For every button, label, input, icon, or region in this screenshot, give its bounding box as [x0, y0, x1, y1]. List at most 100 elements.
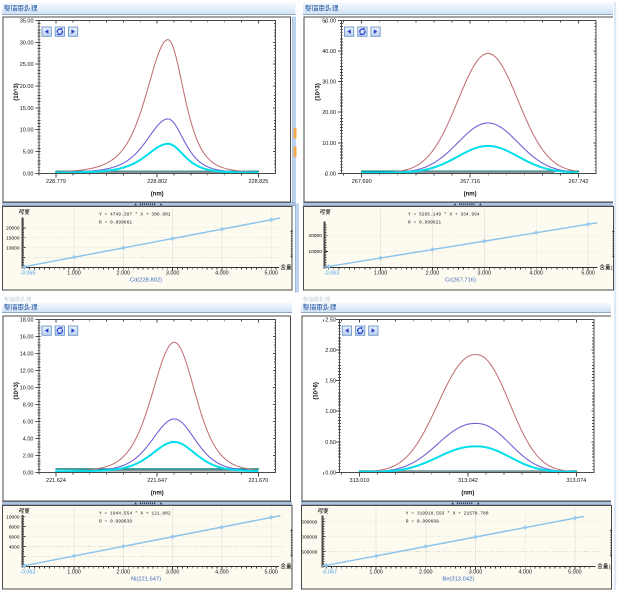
svg-text:4000: 4000: [9, 544, 20, 550]
svg-text:3.000: 3.000: [469, 570, 483, 576]
svg-text:267.716: 267.716: [460, 179, 480, 185]
svg-text:Y = 1944.554 * X + 121.802: Y = 1944.554 * X + 121.802: [99, 510, 171, 516]
svg-text:1.000: 1.000: [374, 271, 388, 277]
svg-text:2.50: 2.50: [325, 318, 336, 324]
svg-text:221.624: 221.624: [46, 478, 66, 484]
svg-text:20.00: 20.00: [20, 84, 34, 90]
svg-text:2.000: 2.000: [117, 271, 131, 277]
svg-text:-0.063: -0.063: [324, 271, 339, 277]
svg-text:Cr(267.716): Cr(267.716): [445, 277, 476, 283]
svg-text:-0.065: -0.065: [20, 271, 35, 277]
svg-text:3.000: 3.000: [478, 271, 492, 277]
svg-text:267.690: 267.690: [352, 179, 372, 185]
svg-text:40.00: 40.00: [322, 49, 336, 55]
svg-text:(nm): (nm): [151, 490, 164, 496]
svg-text:228.779: 228.779: [46, 179, 66, 185]
svg-text:35.00: 35.00: [20, 19, 34, 25]
svg-text:5.000: 5.000: [568, 570, 582, 576]
svg-text:R = 0.999639: R = 0.999639: [99, 518, 132, 524]
svg-text:(p: (p: [611, 266, 616, 272]
svg-text:(nm): (nm): [151, 191, 164, 197]
svg-text:5.00: 5.00: [23, 150, 34, 156]
svg-text:0.00: 0.00: [23, 470, 34, 476]
svg-text:1.000: 1.000: [369, 570, 383, 576]
svg-text:Y = 5295.149 * X + 334.994: Y = 5295.149 * X + 334.994: [408, 211, 480, 217]
svg-text:(10^3): (10^3): [14, 83, 20, 101]
svg-text:1.50: 1.50: [325, 379, 336, 385]
svg-text:10.00: 10.00: [20, 385, 34, 391]
svg-text:1000000: 1000000: [299, 534, 318, 540]
svg-text:4.00: 4.00: [23, 436, 34, 442]
svg-text:2.000: 2.000: [426, 271, 440, 277]
svg-text:(nm): (nm): [464, 191, 477, 197]
svg-text:20000: 20000: [6, 226, 20, 232]
svg-text:10.00: 10.00: [20, 128, 34, 134]
svg-text:(10^3): (10^3): [14, 382, 20, 400]
svg-text:0.00: 0.00: [325, 470, 336, 476]
svg-text:30.00: 30.00: [20, 40, 34, 46]
svg-text:14.00: 14.00: [20, 351, 34, 357]
svg-text:10000: 10000: [6, 245, 20, 251]
svg-text:18.00: 18.00: [20, 318, 34, 324]
svg-text:1500000: 1500000: [299, 520, 318, 526]
svg-text:221.647: 221.647: [147, 478, 167, 484]
svg-text:20000: 20000: [309, 233, 323, 239]
svg-text:25.00: 25.00: [20, 62, 34, 68]
svg-text:1.000: 1.000: [67, 570, 81, 576]
svg-text:0.00: 0.00: [325, 171, 336, 177]
svg-text:8000: 8000: [9, 524, 20, 530]
svg-text:30.00: 30.00: [322, 80, 336, 86]
svg-text:4.000: 4.000: [518, 570, 532, 576]
svg-text:313.074: 313.074: [566, 478, 586, 484]
svg-text:Cd(228.802): Cd(228.802): [130, 277, 162, 283]
svg-text:-0.067: -0.067: [322, 570, 337, 576]
svg-text:6.00: 6.00: [23, 419, 34, 425]
svg-text:8.00: 8.00: [23, 402, 34, 408]
svg-text:5.000: 5.000: [581, 271, 595, 277]
svg-text:228.802: 228.802: [147, 179, 167, 185]
svg-text:2.00: 2.00: [325, 348, 336, 354]
svg-text:Be(313.042): Be(313.042): [442, 576, 474, 582]
svg-text:20.00: 20.00: [322, 110, 336, 116]
svg-text:15.00: 15.00: [20, 106, 34, 112]
svg-text:1.000: 1.000: [67, 271, 81, 277]
svg-text:Ni(221.647): Ni(221.647): [131, 576, 161, 582]
svg-text:R = 0.999621: R = 0.999621: [408, 219, 441, 225]
svg-text:2.000: 2.000: [117, 570, 131, 576]
svg-text:0.00: 0.00: [23, 171, 34, 177]
svg-text:(10^6): (10^6): [313, 382, 319, 400]
svg-text:3.000: 3.000: [166, 271, 180, 277]
svg-text:221.670: 221.670: [248, 478, 268, 484]
svg-text:R = 0.999661: R = 0.999661: [99, 219, 132, 225]
svg-text:228.825: 228.825: [248, 179, 268, 185]
svg-text:0.50: 0.50: [325, 440, 336, 446]
svg-text:313.042: 313.042: [458, 478, 478, 484]
svg-text:Y = 4749.397 * X + 308.901: Y = 4749.397 * X + 308.901: [99, 211, 171, 217]
svg-text:-0.063: -0.063: [20, 570, 35, 576]
svg-text:10.00: 10.00: [322, 141, 336, 147]
svg-text:2.00: 2.00: [23, 453, 34, 459]
svg-text:5.000: 5.000: [264, 570, 278, 576]
svg-text:10000: 10000: [6, 515, 20, 521]
svg-text:R = 0.999668: R = 0.999668: [406, 518, 439, 524]
svg-text:(p: (p: [609, 565, 614, 571]
svg-text:6000: 6000: [9, 534, 20, 540]
svg-text:4.000: 4.000: [215, 570, 229, 576]
svg-text:16.00: 16.00: [20, 334, 34, 340]
svg-text:500000: 500000: [301, 549, 317, 555]
svg-text:4.000: 4.000: [529, 271, 543, 277]
svg-text:15000: 15000: [6, 236, 20, 242]
svg-text:3.000: 3.000: [166, 570, 180, 576]
svg-text:4.000: 4.000: [215, 271, 229, 277]
svg-text:12.00: 12.00: [20, 368, 34, 374]
svg-text:(nm): (nm): [461, 490, 474, 496]
svg-text:10000: 10000: [309, 249, 323, 255]
svg-text:2.000: 2.000: [419, 570, 433, 576]
svg-text:313.010: 313.010: [350, 478, 370, 484]
svg-text:5.000: 5.000: [264, 271, 278, 277]
svg-text:1.00: 1.00: [325, 409, 336, 415]
svg-text:(10^3): (10^3): [316, 83, 322, 101]
svg-text:267.742: 267.742: [569, 179, 589, 185]
svg-text:50.00: 50.00: [322, 19, 336, 25]
svg-text:Y = 319918.593 * X + 21578.780: Y = 319918.593 * X + 21578.780: [406, 510, 489, 516]
